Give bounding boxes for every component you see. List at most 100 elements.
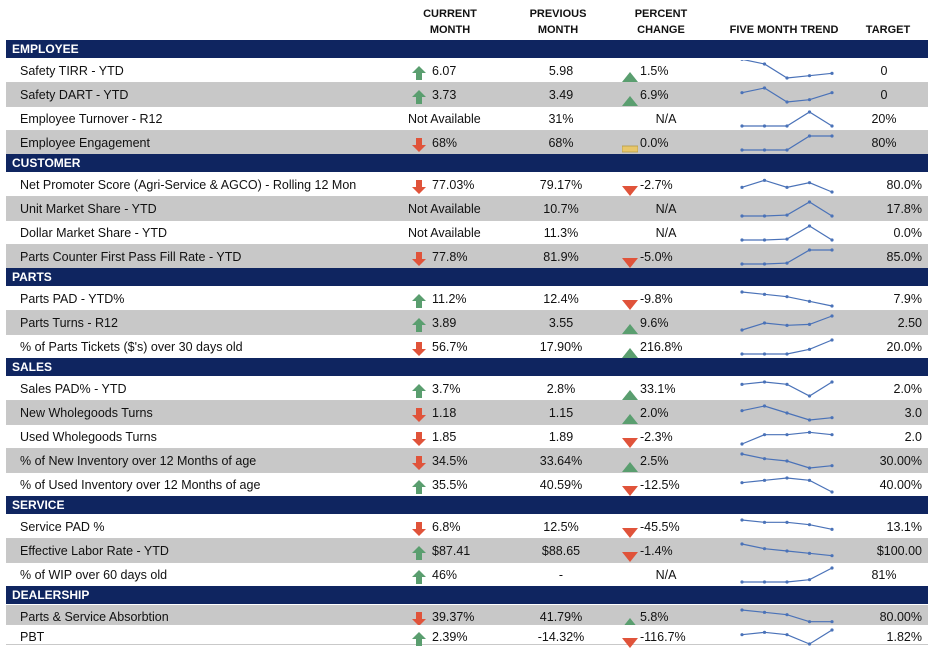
five-month-trend-sparkline (734, 246, 840, 268)
up-arrow-icon (412, 544, 426, 560)
trend-point (807, 578, 812, 582)
section-header-employee: EMPLOYEE (6, 40, 928, 58)
trend-point (807, 478, 812, 482)
trend-point (740, 518, 744, 522)
trend-point (830, 71, 834, 75)
trend-point (740, 452, 744, 456)
current-month-value: Not Available (408, 226, 481, 240)
trend-point (830, 490, 834, 494)
metric-label: Parts PAD - YTD% (20, 292, 125, 306)
table-row: % of Used Inventory over 12 Months of ag… (6, 473, 928, 497)
percent-change-value: N/A (655, 202, 677, 216)
trend-point (785, 323, 789, 327)
percent-change-value: -116.7% (640, 630, 686, 644)
current-month-value: 6.8% (432, 520, 461, 534)
target-value: 20.0% (886, 340, 922, 354)
percent-change-value: 5.8% (640, 610, 669, 624)
metric-label: Employee Turnover - R12 (20, 112, 163, 126)
down-arrow-icon (412, 136, 426, 152)
trend-point (807, 523, 812, 527)
metric-label: Safety TIRR - YTD (20, 64, 124, 78)
trend-point (740, 238, 744, 242)
target-value: 13.1% (886, 520, 922, 534)
trend-point (807, 394, 812, 398)
current-month-value: 77.8% (432, 250, 468, 264)
five-month-trend-sparkline (734, 57, 840, 82)
five-month-trend-sparkline (734, 626, 840, 648)
trend-point (762, 62, 767, 66)
current-month-value: Not Available (408, 112, 481, 126)
section-header-parts: PARTS (6, 268, 928, 286)
up-triangle-icon (622, 318, 638, 334)
percent-change-value: -2.3% (640, 430, 673, 444)
previous-month-value: 33.64% (539, 454, 583, 468)
trend-point (740, 442, 744, 446)
down-arrow-icon (412, 340, 426, 356)
previous-month-value: 5.98 (548, 64, 574, 78)
previous-month-value: 3.49 (548, 88, 574, 102)
metric-label: % of Used Inventory over 12 Months of ag… (20, 478, 261, 492)
five-month-trend-sparkline (734, 108, 840, 130)
current-month-value: 2.39% (432, 630, 468, 644)
trend-point (785, 185, 789, 189)
trend-point (785, 148, 789, 152)
down-triangle-icon (622, 432, 638, 448)
table-row: % of New Inventory over 12 Months of age… (6, 449, 928, 473)
five-month-trend-sparkline (734, 378, 840, 400)
trend-point (740, 214, 744, 218)
trend-point (830, 527, 834, 531)
previous-month-value: 81.9% (543, 250, 579, 264)
percent-change-value: 216.8% (640, 340, 683, 354)
current-month-value: 35.5% (432, 478, 468, 492)
percent-change-value: 33.1% (640, 382, 676, 396)
metric-label: Employee Engagement (20, 136, 150, 150)
previous-month-value: 10.7% (543, 202, 579, 216)
trend-point (785, 433, 789, 437)
percent-change-value: -2.7% (640, 178, 673, 192)
percent-change-value: -45.5% (640, 520, 680, 534)
trend-point (740, 481, 744, 485)
trend-point (762, 380, 767, 384)
up-triangle-icon (622, 66, 638, 82)
current-month-value: 56.7% (432, 340, 468, 354)
down-arrow-icon (412, 406, 426, 422)
section-header-sales: SALES (6, 358, 928, 376)
five-month-trend-sparkline (734, 222, 840, 244)
trend-point (762, 148, 767, 152)
up-arrow-icon (412, 292, 426, 308)
trend-point (807, 642, 812, 646)
table-row: Safety TIRR - YTD 6.07 5.98 1.5% 0 (6, 57, 928, 83)
metric-label: Safety DART - YTD (20, 88, 129, 102)
trend-point (740, 124, 744, 128)
trend-point (740, 542, 744, 546)
percent-change-value: 9.6% (640, 316, 669, 330)
previous-month-value: - (558, 568, 564, 582)
trend-point (762, 547, 767, 551)
current-month-value: 3.73 (432, 88, 457, 102)
up-arrow-icon (412, 568, 426, 584)
trend-point (807, 98, 812, 102)
previous-month-value: 68% (548, 136, 574, 150)
five-month-trend-sparkline (734, 312, 840, 334)
table-row: Safety DART - YTD 3.73 3.49 6.9% 0 (6, 83, 928, 107)
current-month-value: 3.7% (432, 382, 461, 396)
header-current-month: CURRENT MONTH (423, 8, 477, 36)
current-month-value: $87.41 (432, 544, 471, 558)
trend-point (740, 608, 744, 612)
trend-point (830, 554, 834, 558)
header-target: TARGET (865, 24, 911, 36)
previous-month-value: 31% (548, 112, 574, 126)
percent-change-value: N/A (655, 112, 677, 126)
table-row: Dollar Market Share - YTD Not Available 11… (6, 221, 928, 245)
metric-label: Net Promoter Score (Agri-Service & AGCO)… (20, 178, 357, 192)
trend-point (807, 74, 812, 78)
trend-point (785, 633, 789, 637)
up-triangle-icon (622, 384, 638, 400)
table-row: PBT 2.39% -14.32% -116.7% 1.82% (6, 625, 928, 648)
five-month-trend-sparkline (734, 516, 840, 538)
five-month-trend-sparkline (734, 288, 840, 310)
down-triangle-icon (622, 546, 638, 562)
trend-point (807, 430, 812, 434)
trend-point (807, 200, 812, 204)
trend-point (807, 620, 812, 624)
